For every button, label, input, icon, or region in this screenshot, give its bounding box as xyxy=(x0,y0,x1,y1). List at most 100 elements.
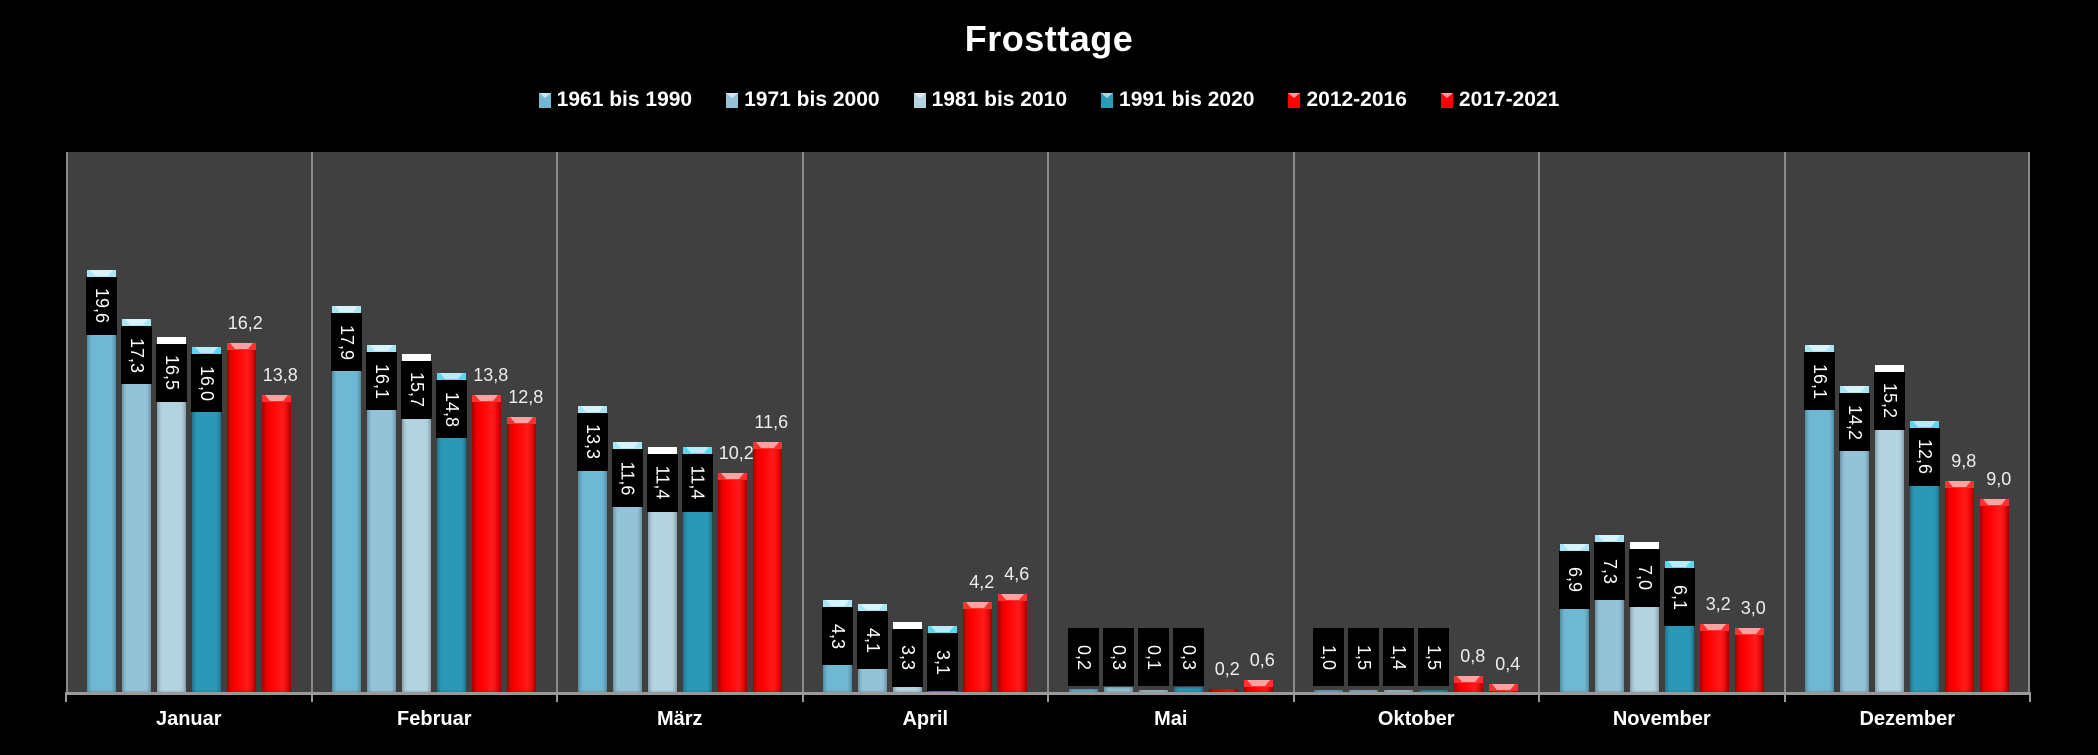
category-separator xyxy=(310,152,313,693)
bar xyxy=(261,394,291,693)
legend-item: 2017-2021 xyxy=(1440,88,1560,112)
data-label: 7,0 xyxy=(1628,548,1660,607)
bar xyxy=(963,602,993,693)
legend-label: 2012-2016 xyxy=(1306,88,1407,111)
data-label: 13,3 xyxy=(576,412,608,471)
bar xyxy=(1208,688,1238,693)
bar xyxy=(752,442,782,693)
data-label: 0,2 xyxy=(1214,658,1240,679)
data-label: 1,0 xyxy=(1313,628,1345,686)
data-label: 0,4 xyxy=(1495,654,1521,675)
plot-border xyxy=(2028,152,2030,693)
data-label: 0,6 xyxy=(1249,650,1275,671)
data-label: 1,5 xyxy=(1418,628,1450,686)
bar xyxy=(998,593,1028,693)
data-label: 12,8 xyxy=(508,386,544,407)
data-label: 0,3 xyxy=(1102,628,1134,686)
data-label: 11,6 xyxy=(611,449,643,508)
legend: 1961 bis 1990 1971 bis 2000 1981 bis 2010 1… xyxy=(0,88,2098,112)
data-label: 16,2 xyxy=(227,313,263,334)
legend-swatch-icon xyxy=(726,92,739,108)
plot-border xyxy=(66,152,68,693)
data-label: 7,3 xyxy=(1593,542,1625,601)
data-label: 17,9 xyxy=(331,313,363,372)
data-label: 14,2 xyxy=(1839,393,1871,452)
data-label: 6,9 xyxy=(1558,550,1590,609)
data-label: 9,0 xyxy=(1986,468,2012,489)
legend-label: 1991 bis 2020 xyxy=(1119,88,1255,111)
data-label: 13,8 xyxy=(473,364,509,385)
bar xyxy=(1103,686,1133,693)
category-separator xyxy=(556,152,558,693)
bar xyxy=(1980,498,2010,693)
data-label: 15,7 xyxy=(401,360,433,419)
x-axis-label: Februar xyxy=(397,708,472,730)
bar xyxy=(1173,686,1203,693)
data-label: 0,8 xyxy=(1460,645,1486,666)
data-label: 11,6 xyxy=(754,412,789,433)
bar xyxy=(717,472,747,693)
legend-label: 1961 bis 1990 xyxy=(556,88,693,111)
legend-label: 1971 bis 2000 xyxy=(744,88,880,111)
category-separator xyxy=(1538,152,1540,693)
legend-item: 1971 bis 2000 xyxy=(726,88,880,112)
data-label: 17,3 xyxy=(120,326,152,385)
data-label: 16,5 xyxy=(155,343,187,402)
data-label: 19,6 xyxy=(85,276,117,335)
data-label: 15,2 xyxy=(1874,371,1906,430)
data-label: 4,6 xyxy=(1004,563,1030,584)
x-axis-tick xyxy=(2029,692,2031,702)
bar xyxy=(1454,675,1484,693)
x-axis-tick xyxy=(65,692,67,702)
x-axis-label: April xyxy=(902,708,949,730)
data-label: 16,0 xyxy=(190,354,222,413)
bar xyxy=(1419,689,1449,693)
legend-item: 1981 bis 2010 xyxy=(913,88,1068,112)
category-separator xyxy=(801,152,804,693)
legend-item: 1961 bis 1990 xyxy=(538,88,693,112)
data-label: 1,5 xyxy=(1348,628,1380,686)
legend-swatch-icon xyxy=(538,92,551,108)
x-axis-tick xyxy=(310,692,313,702)
bar xyxy=(1138,690,1168,693)
bar xyxy=(1314,689,1344,693)
bar xyxy=(1243,680,1273,693)
x-axis-tick xyxy=(556,692,558,702)
x-axis-label: Dezember xyxy=(1859,708,1956,730)
bar xyxy=(1734,628,1764,693)
data-label: 3,1 xyxy=(927,633,959,692)
data-label: 0,1 xyxy=(1137,628,1169,686)
x-axis-label: Januar xyxy=(155,708,222,730)
category-separator xyxy=(1292,152,1295,693)
legend-label: 1981 bis 2010 xyxy=(931,88,1068,111)
data-label: 14,8 xyxy=(436,380,468,439)
data-label: 11,4 xyxy=(681,453,713,512)
data-label: 3,2 xyxy=(1705,593,1731,614)
bar xyxy=(1384,689,1414,693)
data-label: 4,1 xyxy=(857,611,889,670)
x-axis-label: März xyxy=(656,708,703,730)
data-label: 0,2 xyxy=(1067,628,1099,686)
data-label: 0,3 xyxy=(1172,628,1204,686)
legend-item: 1991 bis 2020 xyxy=(1101,88,1254,112)
bar xyxy=(86,269,116,693)
data-label: 3,3 xyxy=(892,628,924,687)
data-label: 9,8 xyxy=(1951,451,1977,472)
legend-swatch-icon xyxy=(1288,92,1301,108)
legend-label: 2017-2021 xyxy=(1458,88,1560,111)
x-axis-label: November xyxy=(1612,708,1711,730)
x-axis-tick xyxy=(1538,692,1540,702)
legend-swatch-icon xyxy=(1101,92,1114,108)
plot-area: 19,6 17,3 16,5 16,0 16,2 13,8 17,9 16,1 15,7 14,8… xyxy=(66,152,2030,693)
data-label: 16,1 xyxy=(366,352,398,411)
bar xyxy=(472,394,502,693)
x-axis-tick xyxy=(1783,692,1786,702)
bar xyxy=(226,343,256,693)
x-axis-label: Oktober xyxy=(1377,708,1455,730)
bar xyxy=(1945,481,1975,693)
bar xyxy=(1699,623,1729,693)
data-label: 16,1 xyxy=(1804,352,1836,411)
legend-item: 2012-2016 xyxy=(1288,88,1407,112)
data-label: 11,4 xyxy=(646,453,678,512)
data-label: 13,8 xyxy=(262,364,298,385)
